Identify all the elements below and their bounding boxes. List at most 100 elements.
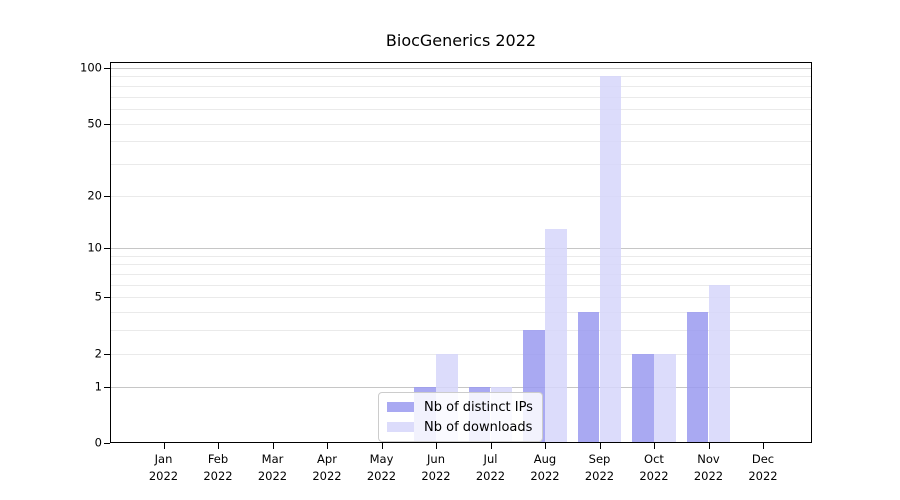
- x-tick-month-sep: Sep: [588, 452, 611, 466]
- y-tick-5: [104, 297, 110, 299]
- y-tick-label-0: 0: [94, 435, 102, 450]
- x-tick-year-may: 2022: [366, 468, 397, 483]
- x-tick-label-dec: Dec 2022: [748, 451, 777, 484]
- bar-downloads-sep: [599, 76, 622, 443]
- y-tick-label-100: 100: [80, 60, 102, 75]
- gridline-minor-6: [110, 284, 812, 286]
- x-tick-label-may: May 2022: [367, 451, 396, 484]
- bar-ips-oct: [632, 353, 654, 443]
- bar-downloads-aug: [545, 228, 567, 443]
- x-tick-month-may: May: [369, 452, 394, 466]
- y-tick-1: [104, 386, 110, 388]
- x-tick-oct: [654, 443, 655, 449]
- legend-item-ips: Nb of distinct IPs: [387, 399, 533, 415]
- x-tick-label-mar: Mar 2022: [258, 451, 287, 484]
- x-tick-year-mar: 2022: [257, 468, 288, 483]
- x-tick-year-dec: 2022: [748, 468, 778, 483]
- y-tick-label-10: 10: [87, 240, 102, 255]
- legend-swatch-downloads-icon: [387, 422, 414, 432]
- legend-item-downloads: Nb of downloads: [387, 419, 533, 435]
- grid-layer: [110, 62, 812, 443]
- x-tick-label-jan: Jan 2022: [149, 451, 178, 484]
- x-tick-month-aug: Aug: [533, 452, 557, 466]
- gridline-minor-40: [110, 141, 812, 143]
- x-tick-aug: [545, 443, 546, 449]
- legend-swatch-ips-icon: [387, 402, 414, 412]
- gridline-minor-7: [110, 274, 812, 276]
- x-tick-label-jun: Jun 2022: [421, 451, 450, 484]
- x-tick-year-jan: 2022: [148, 468, 179, 483]
- gridline-minor-70: [110, 96, 812, 98]
- x-tick-mar: [272, 443, 274, 449]
- bar-ips-sep: [577, 312, 600, 443]
- gridline-minor-9: [110, 255, 812, 257]
- x-tick-dec: [763, 443, 764, 449]
- x-tick-month-nov: Nov: [697, 452, 720, 466]
- x-tick-year-nov: 2022: [693, 468, 724, 483]
- y-tick-0: [104, 443, 110, 444]
- gridline-10: [110, 248, 812, 250]
- gridline-2: [110, 353, 812, 355]
- x-tick-jun: [436, 443, 437, 449]
- y-tick-10: [104, 248, 110, 250]
- y-tick-label-2: 2: [94, 346, 102, 361]
- x-tick-year-aug: 2022: [530, 468, 560, 483]
- x-tick-jul: [490, 443, 492, 449]
- x-tick-label-oct: Oct 2022: [639, 451, 668, 484]
- gridline-minor-8: [110, 264, 812, 266]
- legend-label-ips: Nb of distinct IPs: [424, 399, 533, 415]
- x-tick-year-jul: 2022: [475, 468, 506, 483]
- y-tick-50: [104, 123, 110, 125]
- gridline-minor-30: [110, 163, 812, 165]
- x-tick-year-sep: 2022: [584, 468, 615, 483]
- y-tick-label-1: 1: [94, 379, 102, 394]
- gridline-minor-90: [110, 76, 812, 78]
- x-tick-month-mar: Mar: [261, 452, 284, 466]
- x-tick-label-aug: Aug 2022: [530, 451, 559, 484]
- gridline-50: [110, 123, 812, 125]
- x-tick-apr: [327, 443, 328, 449]
- gridline-minor-80: [110, 85, 812, 87]
- chart-title: BiocGenerics 2022: [385, 31, 537, 50]
- legend-label-downloads: Nb of downloads: [424, 419, 533, 435]
- x-tick-label-nov: Nov 2022: [694, 451, 723, 484]
- x-tick-jan: [163, 443, 165, 449]
- gridline-minor-4: [110, 312, 812, 314]
- gridline-minor-3: [110, 330, 812, 332]
- y-tick-label-50: 50: [87, 116, 102, 130]
- x-tick-month-feb: Feb: [207, 452, 229, 466]
- gridline-1: [110, 386, 812, 388]
- x-tick-may: [381, 443, 383, 449]
- x-tick-label-apr: Apr 2022: [312, 451, 341, 484]
- gridline-20: [110, 195, 812, 197]
- gridline-100: [110, 67, 812, 69]
- x-tick-year-oct: 2022: [639, 468, 669, 483]
- legend: Nb of distinct IPs Nb of downloads: [378, 392, 543, 442]
- gridline-minor-60: [110, 108, 812, 110]
- x-tick-label-feb: Feb 2022: [203, 451, 232, 484]
- bar-downloads-nov: [708, 284, 731, 443]
- x-tick-month-oct: Oct: [644, 452, 664, 466]
- y-tick-100: [104, 67, 110, 69]
- x-tick-sep: [599, 443, 601, 449]
- x-tick-month-jun: Jun: [427, 452, 445, 466]
- x-tick-month-dec: Dec: [751, 452, 775, 466]
- x-tick-month-jul: Jul: [483, 452, 498, 466]
- x-tick-month-jan: Jan: [154, 452, 173, 466]
- gridline-5: [110, 297, 812, 299]
- bar-downloads-oct: [654, 353, 676, 443]
- x-tick-month-apr: Apr: [317, 452, 337, 466]
- x-tick-label-jul: Jul 2022: [476, 451, 505, 484]
- x-tick-feb: [218, 443, 219, 449]
- x-tick-year-feb: 2022: [203, 468, 233, 483]
- y-tick-20: [104, 195, 110, 197]
- x-tick-year-jun: 2022: [421, 468, 451, 483]
- y-tick-label-5: 5: [94, 289, 102, 304]
- y-tick-2: [104, 353, 110, 355]
- bar-ips-nov: [686, 312, 709, 443]
- x-tick-label-sep: Sep 2022: [585, 451, 614, 484]
- y-tick-label-20: 20: [87, 188, 102, 203]
- x-tick-nov: [708, 443, 710, 449]
